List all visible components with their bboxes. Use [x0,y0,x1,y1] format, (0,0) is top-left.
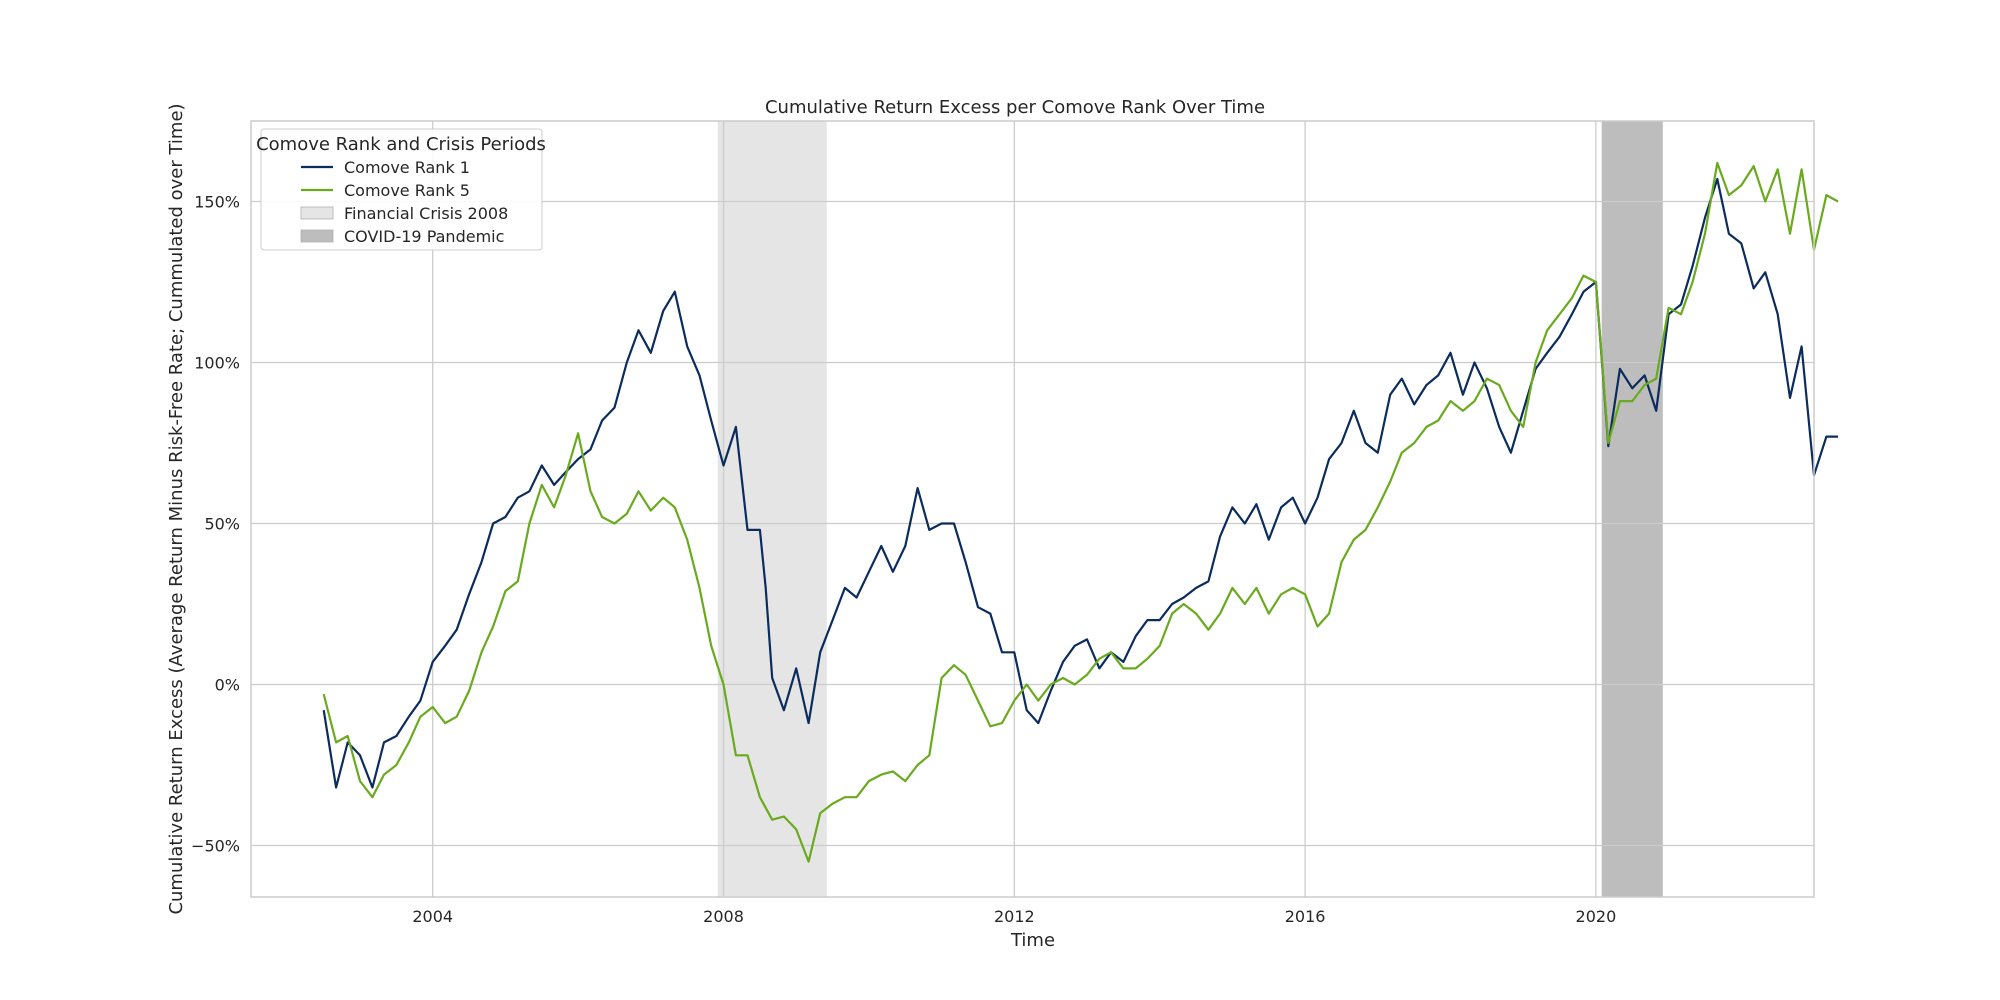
legend-patch-swatch [300,206,334,220]
y-tick-label: −50% [191,836,240,855]
shade-financial-crisis-2008 [717,121,827,897]
legend-entries: Comove Rank 1 Comove Rank 5 Financial Cris… [300,158,508,246]
y-tick-label: 150% [194,192,240,211]
legend-patch-swatch [300,229,334,243]
series-lines [322,161,1839,863]
legend-entry-financial-crisis-2008: Financial Crisis 2008 [300,204,508,223]
x-tick-label: 2008 [703,907,744,926]
legend-label: Comove Rank 5 [344,181,470,200]
y-axis-label: Cumulative Return Excess (Average Return… [166,103,187,914]
legend-label: COVID-19 Pandemic [344,227,504,246]
legend-entry-comove-rank-5: Comove Rank 5 [301,181,470,200]
legend-entry-covid-19-pandemic: COVID-19 Pandemic [300,227,504,246]
crisis-shading [717,121,1663,897]
y-axis-ticks: −50% 0% 50% 100% 150% [191,192,240,855]
legend: Comove Rank and Crisis Periods Comove Ra… [256,128,546,251]
x-tick-label: 2020 [1576,907,1617,926]
legend-box [260,128,543,251]
series-line-comove-rank-1 [322,177,1838,789]
x-tick-label: 2004 [412,907,453,926]
y-tick-label: 0% [215,675,240,694]
y-tick-label: 100% [194,353,240,372]
x-axis-ticks: 2004 2008 2012 2016 2020 [412,907,1616,926]
shade-covid-19-pandemic [1601,121,1663,897]
legend-label: Financial Crisis 2008 [344,204,508,223]
plot-frame [250,120,1815,898]
x-tick-label: 2012 [994,907,1035,926]
legend-entry-comove-rank-1: Comove Rank 1 [301,158,470,177]
legend-label: Comove Rank 1 [344,158,470,177]
x-tick-label: 2016 [1285,907,1326,926]
chart-title: Cumulative Return Excess per Comove Rank… [765,97,1265,118]
series-line-comove-rank-5 [322,161,1839,863]
legend-title: Comove Rank and Crisis Periods [256,134,546,155]
x-axis-label: Time [1010,930,1055,951]
y-tick-label: 50% [204,514,240,533]
